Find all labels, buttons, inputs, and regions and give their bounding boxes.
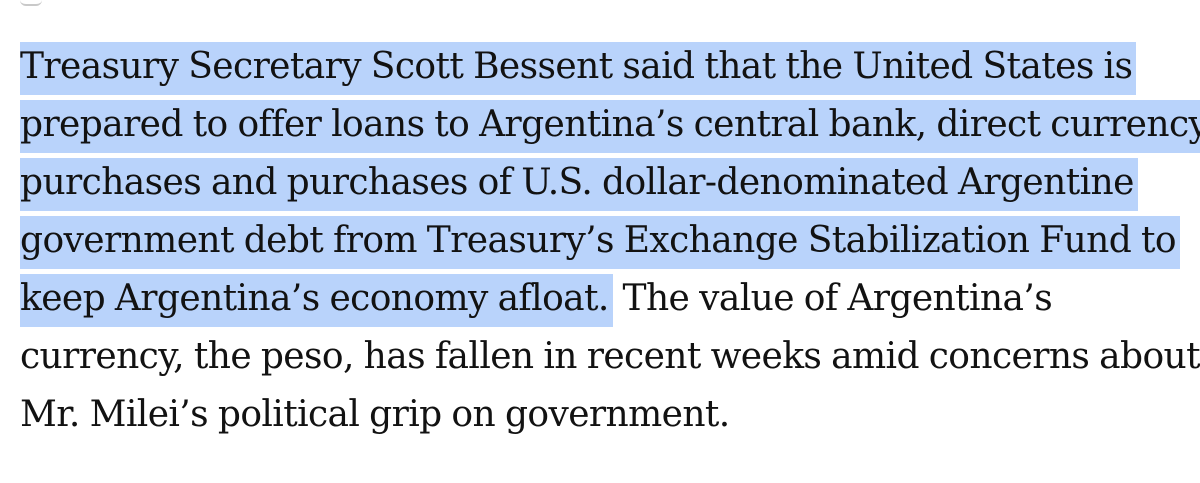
paragraph-line-7[interactable]: Mr. Milei’s political grip on government… (20, 386, 1195, 444)
unselected-text[interactable]: The value of Argentina’s (612, 278, 1053, 319)
article-paragraph[interactable]: Treasury Secretary Scott Bessent said th… (20, 38, 1200, 444)
unselected-text[interactable]: Mr. Milei’s political grip on government… (20, 394, 730, 435)
selected-text[interactable]: Treasury Secretary Scott Bessent said th… (20, 42, 1137, 95)
paragraph-line-1[interactable]: Treasury Secretary Scott Bessent said th… (20, 38, 1195, 96)
paragraph-line-5[interactable]: keep Argentina’s economy afloat. The val… (20, 270, 1195, 328)
cropped-previous-text-fragment (20, 0, 42, 6)
paragraph-line-2[interactable]: prepared to offer loans to Argentina’s c… (20, 96, 1200, 154)
unselected-text[interactable]: currency, the peso, has fallen in recent… (20, 336, 1200, 377)
paragraph-line-4[interactable]: government debt from Treasury’s Exchange… (20, 212, 1195, 270)
selected-text[interactable]: government debt from Treasury’s Exchange… (20, 216, 1180, 269)
selected-text[interactable]: prepared to offer loans to Argentina’s c… (20, 100, 1200, 153)
selected-text[interactable]: keep Argentina’s economy afloat. (20, 274, 613, 327)
paragraph-line-6[interactable]: currency, the peso, has fallen in recent… (20, 328, 1200, 386)
paragraph-line-3[interactable]: purchases and purchases of U.S. dollar-d… (20, 154, 1195, 212)
selected-text[interactable]: purchases and purchases of U.S. dollar-d… (20, 158, 1138, 211)
